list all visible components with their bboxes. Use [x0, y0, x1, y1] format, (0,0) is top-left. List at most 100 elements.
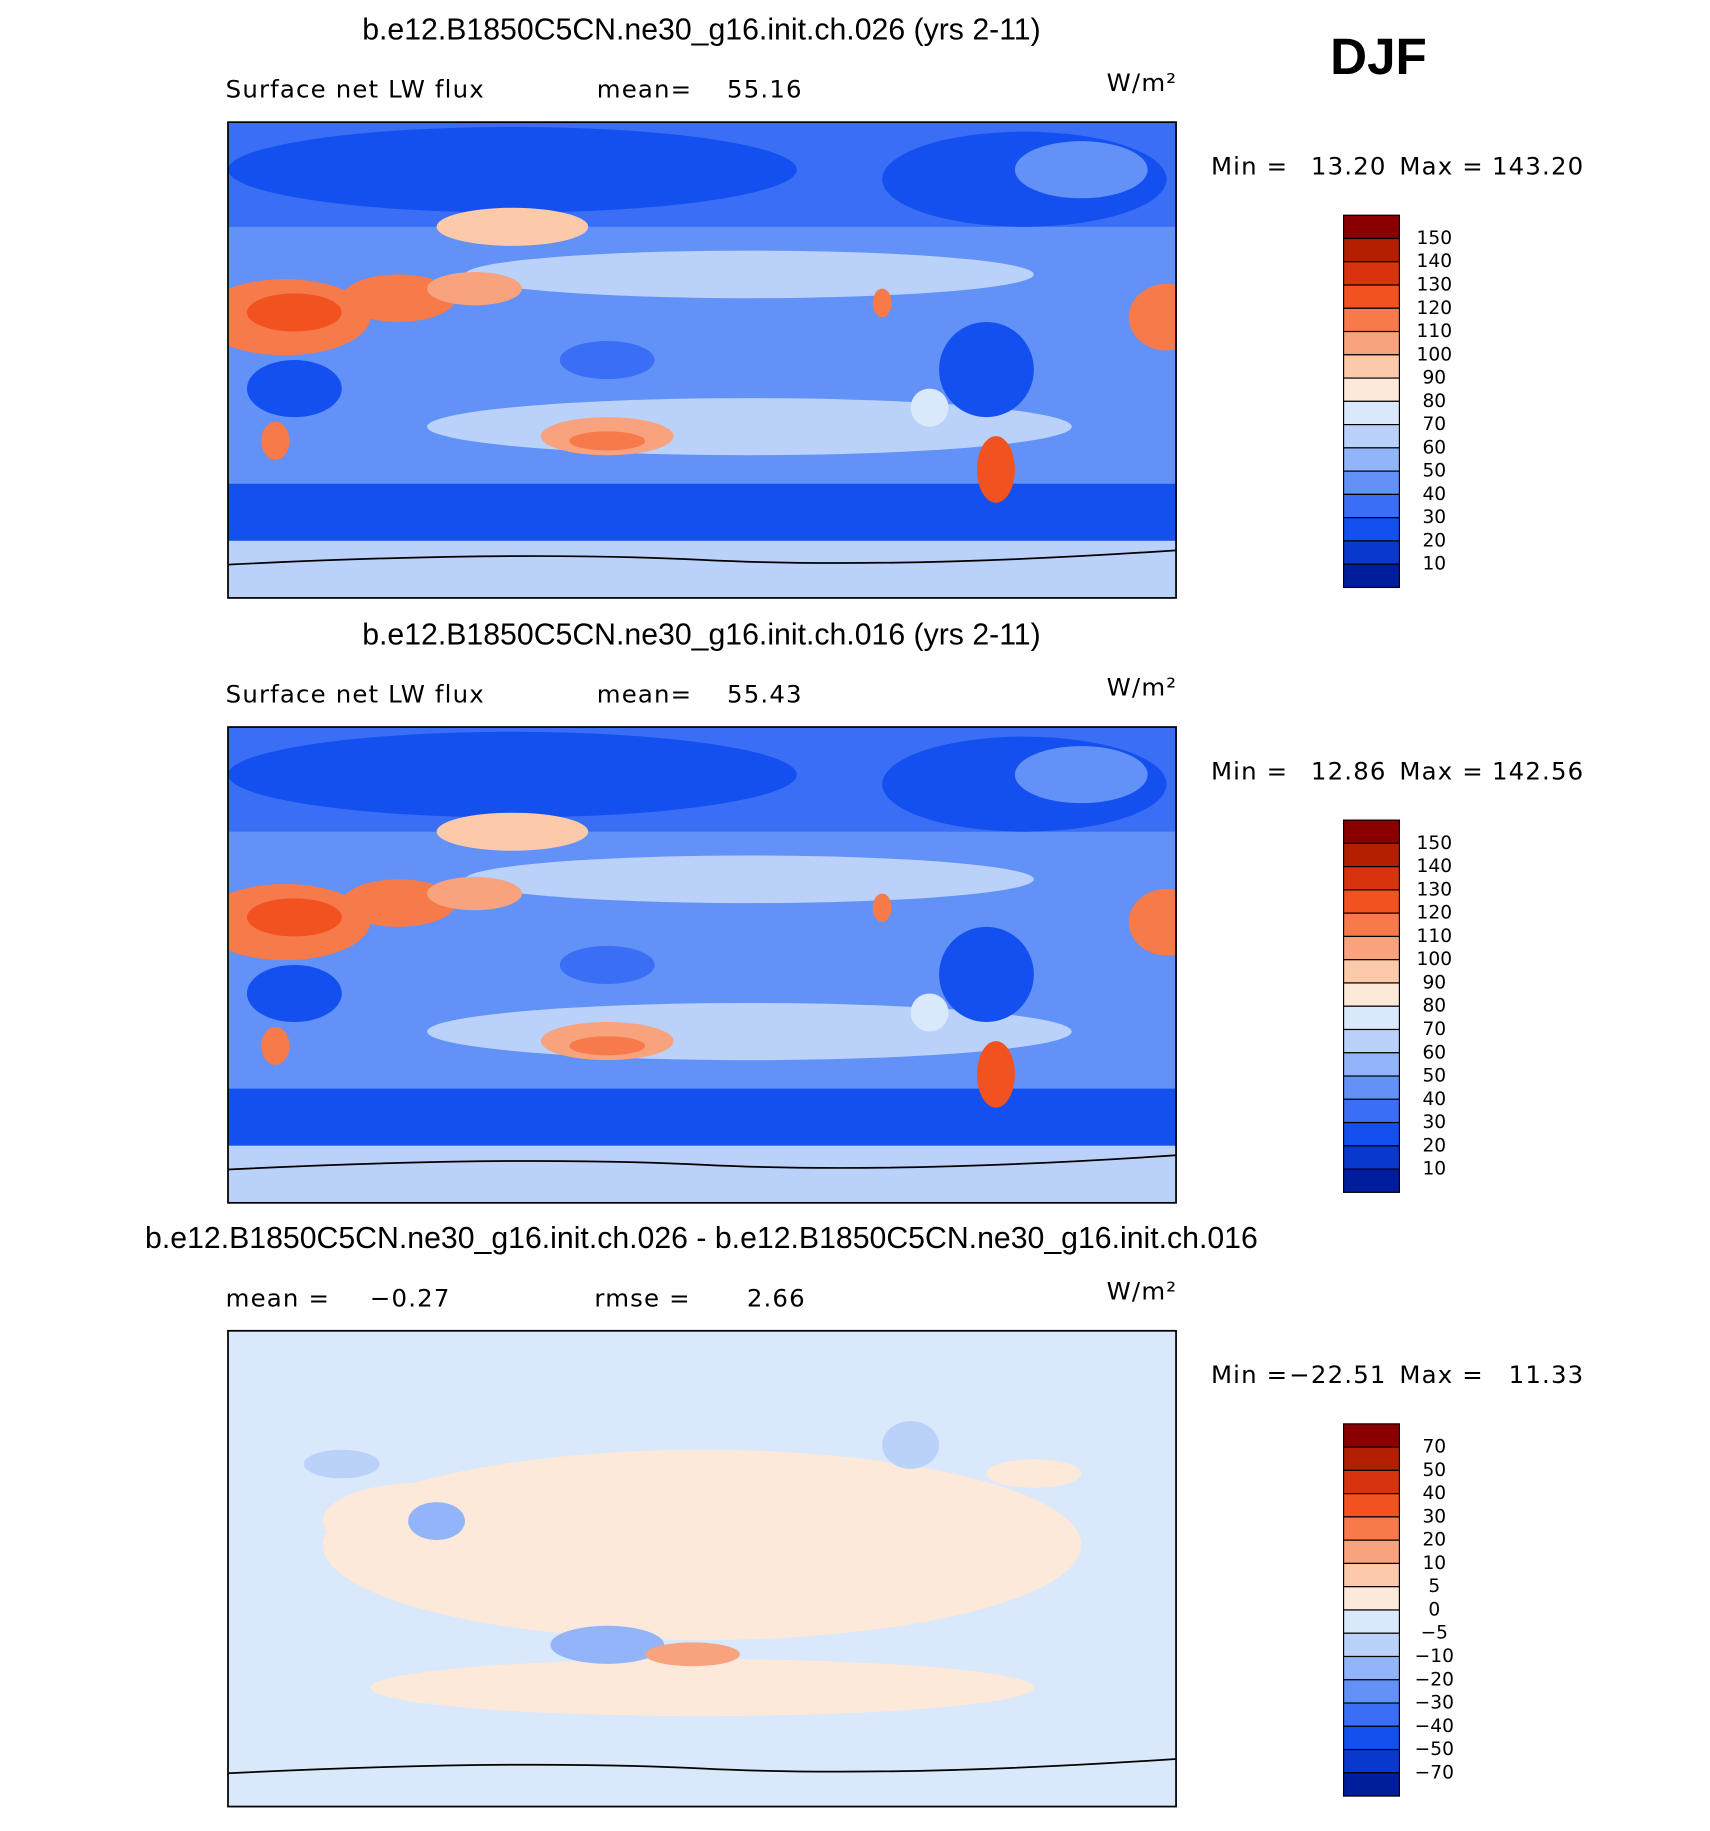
field-region — [559, 341, 655, 380]
colorbar-box — [1342, 517, 1400, 542]
colorbar-box — [1342, 982, 1400, 1007]
subtitle-stat: −0.27 — [370, 1283, 451, 1312]
colorbar-label: 130 — [1417, 275, 1453, 296]
colorbar-label: 20 — [1422, 530, 1446, 551]
max-label: Max = — [1399, 1360, 1483, 1389]
colorbar-box — [1342, 889, 1400, 914]
field-region — [261, 421, 290, 460]
subtitle-stat: mean= — [597, 75, 692, 104]
field-region — [910, 993, 949, 1032]
colorbar-label: −30 — [1415, 1693, 1454, 1714]
colorbar-label: 30 — [1422, 507, 1446, 528]
colorbar-label: 110 — [1417, 926, 1453, 947]
panel-title: b.e12.B1850C5CN.ne30_g16.init.ch.016 (yr… — [362, 618, 1040, 651]
colorbar-box — [1342, 237, 1400, 263]
field-region — [465, 855, 1034, 904]
colorbar-box — [1342, 261, 1400, 286]
colorbar-box — [1342, 1655, 1400, 1681]
min-value: −22.51 — [1289, 1360, 1386, 1389]
colorbar-label: −10 — [1415, 1646, 1454, 1667]
field-region — [246, 293, 342, 332]
field-region — [976, 436, 1015, 503]
colorbar-box — [1342, 1586, 1400, 1611]
field-region — [872, 893, 892, 923]
field-region — [436, 207, 589, 246]
colorbar-box — [1342, 307, 1400, 333]
field-region — [986, 1459, 1082, 1488]
colorbar-box — [1342, 330, 1400, 356]
field-region — [427, 876, 522, 911]
colorbar-box — [1342, 1562, 1400, 1588]
units: W/m² — [1107, 673, 1178, 702]
panel: b.e12.B1850C5CN.ne30_g16.init.ch.016 (yr… — [226, 618, 1583, 1204]
field-region — [341, 274, 456, 322]
colorbar-label: 120 — [1417, 903, 1453, 924]
colorbar-box — [1342, 1469, 1400, 1495]
subtitle-left: Surface net LW flux — [226, 75, 485, 104]
field-region — [246, 898, 342, 937]
colorbar-box — [1342, 1005, 1400, 1031]
colorbar-box — [1342, 284, 1400, 309]
colorbar-label: 140 — [1417, 856, 1453, 877]
colorbar-label: 150 — [1417, 833, 1453, 854]
min-label: Min = — [1211, 756, 1288, 785]
colorbar-box — [1342, 1052, 1400, 1077]
colorbar-box — [1342, 1609, 1400, 1634]
field-region — [246, 360, 342, 418]
field-region — [228, 731, 797, 818]
coastline — [228, 1154, 1177, 1171]
field-region — [427, 272, 522, 306]
field-region — [1128, 283, 1177, 351]
colorbar-box — [1342, 1516, 1400, 1541]
colorbar-box — [1342, 1145, 1400, 1170]
subtitle-stat: 55.43 — [727, 680, 803, 709]
field-region — [939, 926, 1034, 1023]
colorbar-box — [1342, 1632, 1400, 1658]
subtitle-left: Surface net LW flux — [226, 680, 485, 709]
min-label: Min = — [1211, 1360, 1288, 1389]
colorbar-box — [1342, 470, 1400, 495]
colorbar-label: 10 — [1422, 1553, 1446, 1574]
colorbar-box — [1342, 1725, 1400, 1751]
colorbar-box — [1342, 1446, 1400, 1471]
colorbar-box — [1342, 540, 1400, 565]
colorbar-label: 30 — [1422, 1506, 1446, 1527]
colorbar-label: 20 — [1422, 1530, 1446, 1551]
colorbar-box — [1342, 819, 1400, 844]
colorbar-label: 0 — [1428, 1599, 1440, 1620]
colorbar-box — [1342, 1679, 1400, 1704]
colorbar-label: 50 — [1422, 1066, 1446, 1087]
min-label: Min = — [1211, 152, 1288, 181]
colorbar-label: 140 — [1417, 251, 1453, 272]
field-region — [436, 812, 589, 851]
colorbar-box — [1342, 424, 1400, 449]
field-region — [939, 321, 1034, 418]
colorbar-label: 40 — [1422, 484, 1446, 505]
colorbar-box — [1342, 935, 1400, 961]
colorbar-box — [1342, 866, 1400, 891]
panel-title: b.e12.B1850C5CN.ne30_g16.init.ch.026 (yr… — [362, 13, 1040, 46]
field-region — [303, 1449, 380, 1479]
colorbar-label: 70 — [1422, 1019, 1446, 1040]
field-region — [910, 388, 949, 427]
map-frame — [227, 726, 1177, 1204]
colorbar-box — [1342, 354, 1400, 379]
panel: b.e12.B1850C5CN.ne30_g16.init.ch.026 - b… — [145, 1222, 1583, 1808]
colorbar-label: 60 — [1422, 437, 1446, 458]
colorbar-label: −40 — [1415, 1716, 1454, 1737]
colorbar-label: 70 — [1422, 1437, 1446, 1458]
field-region — [228, 540, 1177, 598]
field-region — [882, 1421, 940, 1469]
map — [228, 727, 1177, 1203]
colorbar-label: 40 — [1422, 1089, 1446, 1110]
colorbar-label: 70 — [1422, 414, 1446, 435]
colorbar-label: 30 — [1422, 1112, 1446, 1133]
min-value: 12.86 — [1311, 756, 1387, 785]
field-region — [322, 1449, 1082, 1641]
field-region — [261, 1026, 290, 1065]
colorbar-box — [1342, 1028, 1400, 1054]
colorbar-box — [1342, 1098, 1400, 1124]
colorbar-box — [1342, 842, 1400, 868]
field-region — [370, 1659, 1034, 1717]
max-label: Max = — [1399, 756, 1483, 785]
